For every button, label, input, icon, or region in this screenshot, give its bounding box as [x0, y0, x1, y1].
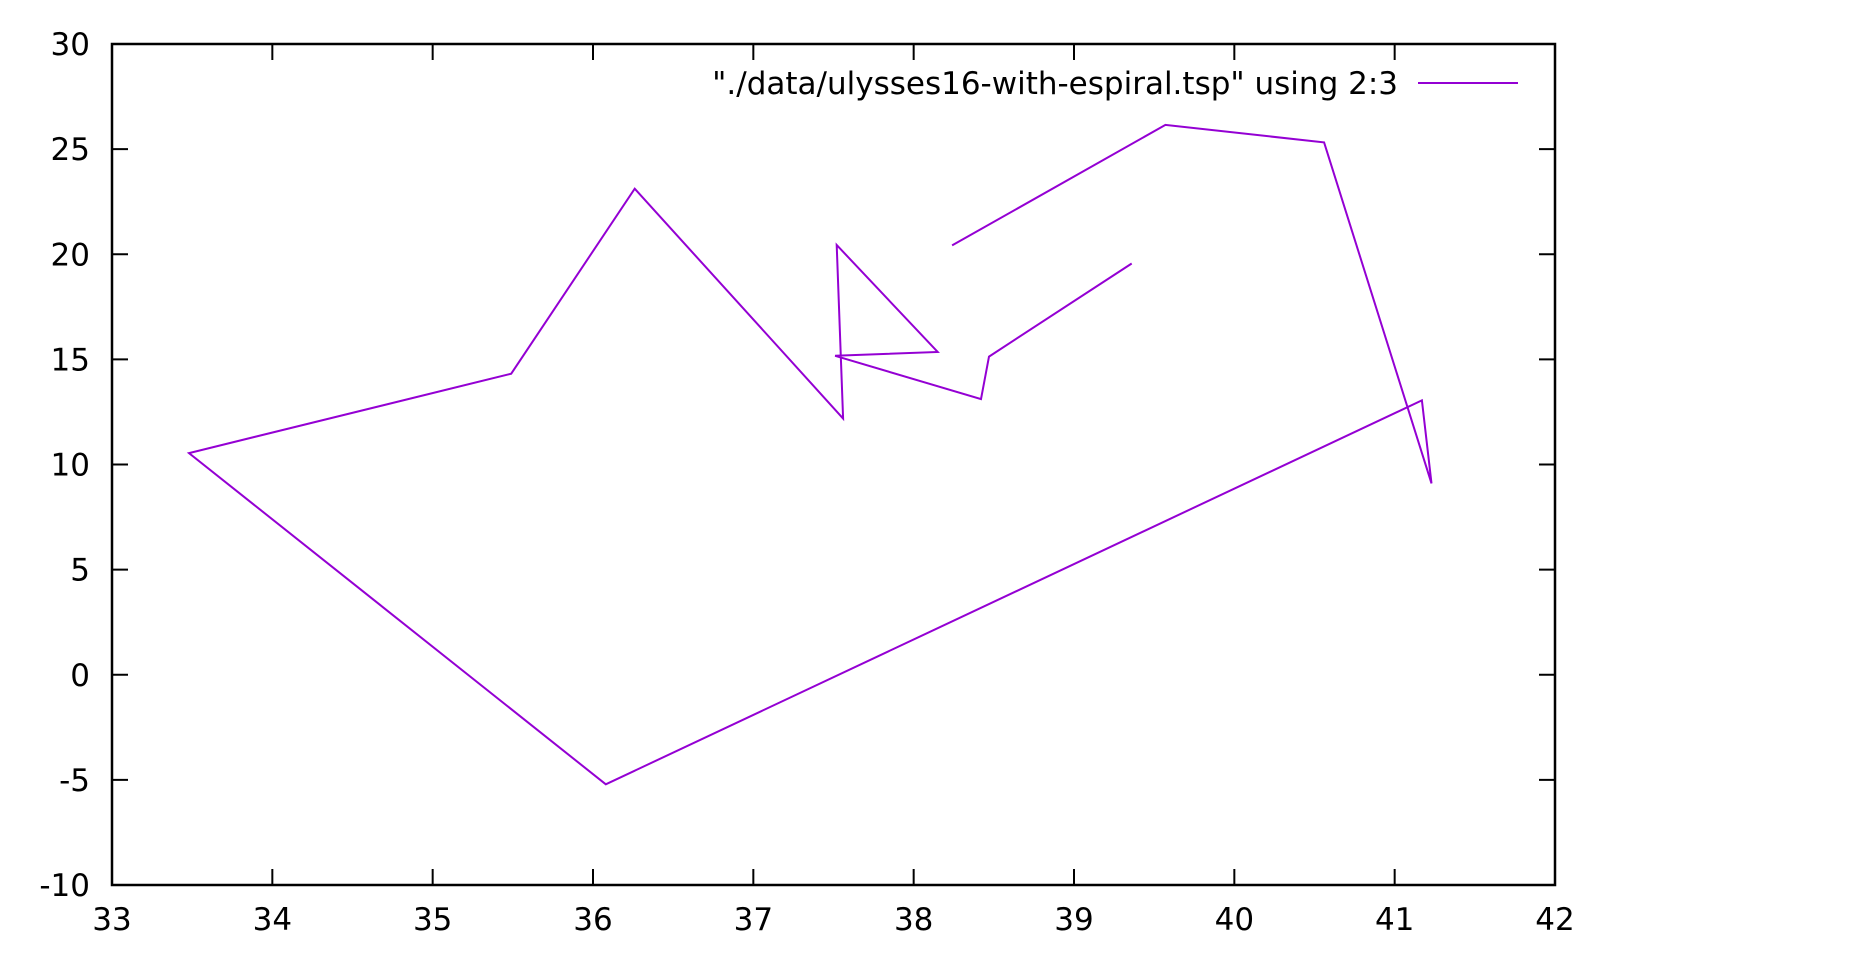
x-tick-label: 37	[734, 902, 773, 938]
x-tick-label: 36	[573, 902, 612, 938]
plot-frame	[110, 42, 1557, 887]
y-tick-label: -5	[59, 763, 90, 799]
y-tick-label: 15	[51, 342, 90, 378]
x-tick-label: 42	[1535, 902, 1574, 938]
legend-label: "./data/ulysses16-with-espiral.tsp" usin…	[712, 66, 1398, 102]
x-tick-label: 35	[413, 902, 452, 938]
x-tick-label: 39	[1054, 902, 1093, 938]
x-tick-label: 40	[1215, 902, 1254, 938]
tick-labels: 33 34 35 36 37 38 39 40 41 42 -10 -5 0 5 10 15 20 25 30	[39, 27, 1574, 938]
y-tick-label: 5	[70, 553, 90, 589]
y-tick-label: 20	[51, 237, 90, 273]
x-tick-label: 33	[92, 902, 131, 938]
y-tick-label: 25	[51, 132, 90, 168]
series-line	[186, 123, 1433, 786]
x-tick-label: 41	[1375, 902, 1414, 938]
x-tick-label: 38	[894, 902, 933, 938]
y-tick-label: 30	[51, 27, 90, 63]
y-tick-label: -10	[39, 868, 90, 904]
y-tick-label: 0	[70, 658, 90, 694]
series-layer	[186, 123, 1433, 786]
y-tick-label: 10	[51, 448, 90, 484]
tick-marks	[111, 43, 1556, 886]
x-tick-label: 34	[253, 902, 292, 938]
legend: "./data/ulysses16-with-espiral.tsp" usin…	[712, 66, 1518, 102]
